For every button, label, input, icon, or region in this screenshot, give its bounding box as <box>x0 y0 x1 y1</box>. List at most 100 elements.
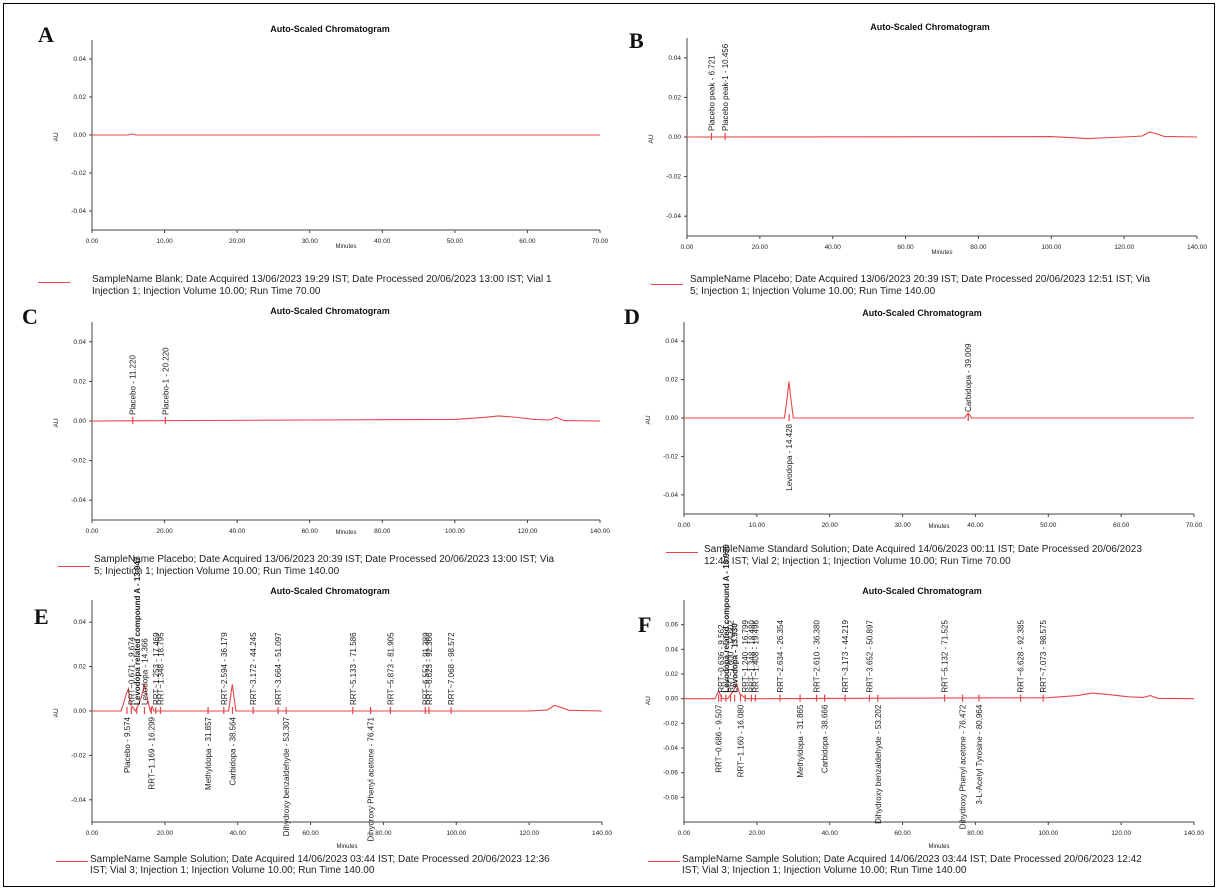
y-tick-label: -0.06 <box>663 770 678 777</box>
x-tick-label: 0.00 <box>678 522 691 529</box>
peak-label: Levodopa - 13.930 <box>731 623 740 693</box>
x-tick-label: 120.00 <box>519 830 539 837</box>
x-tick-label: 80.00 <box>374 528 391 535</box>
x-tick-label: 0.00 <box>681 244 694 251</box>
x-axis-label: Minutes <box>335 530 356 536</box>
panel-letter: A <box>38 22 54 47</box>
x-axis-label: Minutes <box>931 250 952 256</box>
peak-label: RRT~7.068 - 98.572 <box>447 632 456 705</box>
peak-label: Carbidopa - 39.009 <box>964 343 973 412</box>
x-tick-label: 100.00 <box>1041 244 1061 251</box>
peak-label-text: Placebo - 11.220 <box>129 355 138 415</box>
peak-label: Levodopa related compound A - 13.930 <box>722 544 731 693</box>
chromatogram-d: 0.00 10.00 20.00 30.00 40.00 50.00 60.00 70.00 0… <box>645 322 1203 530</box>
peak-label-text: RRT~5.873 - 81.905 <box>386 632 395 705</box>
peak-label: RRT~0.636 - 9.562 <box>717 624 726 693</box>
y-tick-label: -0.02 <box>71 458 86 465</box>
legend-swatch <box>651 284 683 285</box>
y-tick-label: 0.00 <box>73 418 86 425</box>
x-tick-label: 20.00 <box>156 528 173 535</box>
peak-label: RRT~5.132 - 71.525 <box>941 620 950 693</box>
peak-label-text: RRT~7.068 - 98.572 <box>447 632 456 705</box>
y-tick-label: 0.04 <box>73 56 86 63</box>
peak-label: RRT~6.623 - 92.366 <box>425 632 434 705</box>
x-tick-label: 140.00 <box>590 528 610 535</box>
y-axis-label: AU <box>53 132 60 141</box>
peak-label-text: Dihydroxy benzaldehyde - 53.307 <box>282 716 291 836</box>
x-axis-label: Minutes <box>335 244 356 250</box>
peak-label: RRT~1.348 - 18.480 <box>747 620 756 693</box>
x-tick-label: 60.00 <box>894 830 911 837</box>
peak-label-text: RRT~1.160 - 16.080 <box>736 704 745 777</box>
x-tick-label: 80.00 <box>375 830 392 837</box>
legend-text-line-2: IST; Vial 3; Injection 1; Injection Volu… <box>90 865 375 876</box>
x-tick-label: 140.00 <box>592 830 612 837</box>
peak-label-text: Placebo-1 - 20.220 <box>161 347 170 415</box>
chromatogram-a: 0.00 10.00 20.00 30.00 40.00 50.00 60.00 70.00 0… <box>53 40 609 250</box>
x-tick-label: 20.00 <box>749 830 766 837</box>
peak-label-text: Levodopa related compound A - 13.930 <box>722 544 731 693</box>
peak-label: Levodopa - 14.428 <box>785 423 794 490</box>
x-tick-label: 120.00 <box>1114 244 1134 251</box>
x-tick-label: 20.00 <box>157 830 174 837</box>
peak-label-text: RRT~3.173 - 44.219 <box>841 620 850 693</box>
x-tick-label: 0.00 <box>678 830 691 837</box>
peak-label: RRT~3.652 - 50.897 <box>865 620 874 693</box>
y-tick-label: 0.04 <box>73 339 86 346</box>
trace-line <box>91 415 601 422</box>
y-tick-label: -0.04 <box>71 797 86 804</box>
y-axis-label: AU <box>53 418 60 427</box>
x-tick-label: 80.00 <box>967 830 984 837</box>
panel-letter: B <box>629 28 644 53</box>
x-tick-label: 40.00 <box>374 238 391 245</box>
peak-label: Carbidopa - 38.564 <box>228 716 237 785</box>
peak-label: Dihydroxy benzaldehyde - 53.202 <box>874 704 883 824</box>
peak-label-text: RRT~1.253 - 17.469 <box>152 632 161 705</box>
y-tick-label: -0.02 <box>71 170 86 177</box>
peak-label-text: RRT~2.610 - 36.380 <box>813 620 822 693</box>
trace-line <box>92 684 603 713</box>
y-tick-label: -0.04 <box>71 208 86 215</box>
peak-label: Placebo - 11.220 <box>129 355 138 415</box>
y-axis-label: AU <box>645 696 652 705</box>
legend-text-line-2: 5; Injection 1; Injection Volume 10.00; … <box>690 286 936 297</box>
x-tick-label: 120.00 <box>1111 830 1131 837</box>
peak-label-text: Dihydroxy benzaldehyde - 53.202 <box>874 704 883 824</box>
peak-label: Methyldopa - 31.865 <box>796 704 805 777</box>
y-tick-label: -0.02 <box>663 720 678 727</box>
peak-label-text: Carbidopa - 39.009 <box>964 343 973 412</box>
panel-f: F Auto-Scaled Chromatogram 0.00 20.00 40.0… <box>622 544 1219 876</box>
legend-swatch <box>648 861 680 862</box>
panel-letter: D <box>624 304 640 329</box>
trace-line <box>684 381 1194 419</box>
peak-label-text: RRT~0.636 - 9.562 <box>717 624 726 693</box>
peak-label-text: Levodopa - 13.930 <box>731 623 740 693</box>
peak-label: Methyldopa - 31.857 <box>204 716 213 789</box>
peak-label-text: RRT~1.000 - 14.602 <box>727 620 736 693</box>
peak-label: RRT~1.240 - 16.799 <box>741 620 750 693</box>
peak-label-text: 3-L-Acetyl Tyrosine - 80.964 <box>975 704 984 804</box>
panel-c: C Auto-Scaled Chromatogram 0.00 20.00 40.0… <box>22 302 630 592</box>
x-tick-label: 60.00 <box>897 244 914 251</box>
y-tick-label: 0.02 <box>665 377 678 384</box>
y-axis-label: AU <box>645 415 652 424</box>
x-tick-label: 120.00 <box>517 528 537 535</box>
x-tick-label: 40.00 <box>825 244 842 251</box>
peak-label-text: RRT~2.594 - 36.179 <box>220 632 229 705</box>
peak-label: RRT~2.594 - 36.179 <box>220 632 229 705</box>
peak-label-text: RRT~3.172 - 44.245 <box>249 632 258 705</box>
legend-text-line-1: SampleName Placebo; Date Acquired 13/06/… <box>690 274 1151 285</box>
y-tick-label: 0.02 <box>73 378 86 385</box>
peak-label: Levodopa related compound A - 13.947 <box>133 556 142 705</box>
peak-label-text: Placebo peak-1 - 10.456 <box>721 43 730 131</box>
y-tick-label: -0.04 <box>663 745 678 752</box>
y-tick-label: 0.04 <box>665 338 678 345</box>
x-tick-label: 60.00 <box>302 830 319 837</box>
peak-label: RRT~0.671 - 9.674 <box>127 636 136 705</box>
y-tick-label: 0.02 <box>73 664 86 671</box>
peak-label: RRT~6.628 - 92.385 <box>1017 620 1026 693</box>
panel-d: D Auto-Scaled Chromatogram 0.00 10.00 20.0… <box>622 302 1219 592</box>
y-tick-label: -0.02 <box>71 752 86 759</box>
legend-text-line-1: SampleName Sample Solution; Date Acquire… <box>90 854 550 865</box>
trace-line <box>684 682 1195 700</box>
